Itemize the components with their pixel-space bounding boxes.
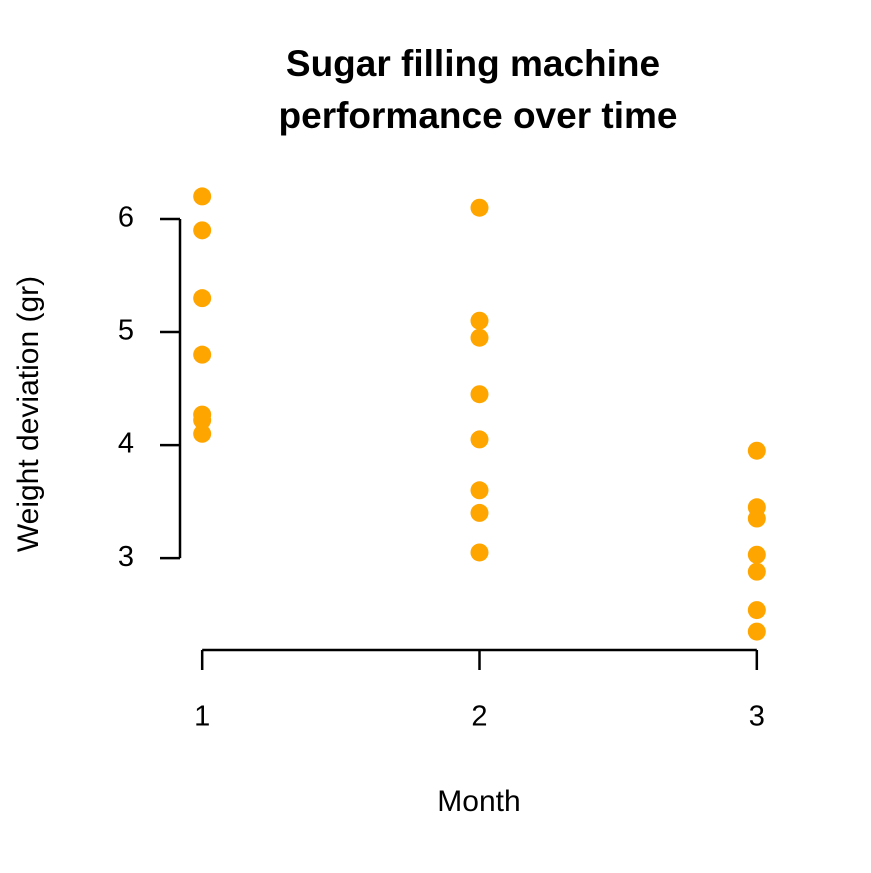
point [470, 328, 489, 347]
point [747, 509, 766, 528]
point [470, 481, 489, 500]
point [747, 601, 766, 620]
point [470, 311, 489, 330]
point [470, 198, 489, 217]
point [470, 503, 489, 522]
x-axis-label: Month [437, 785, 520, 818]
point [747, 562, 766, 581]
y-axis-label: Weight deviation (gr) [12, 276, 45, 552]
point [747, 545, 766, 564]
point [470, 430, 489, 449]
x-tick-label: 3 [749, 701, 765, 733]
y-tick-label: 6 [118, 202, 134, 234]
point [193, 289, 212, 308]
x-tick-label: 1 [194, 701, 210, 733]
x-tick-label: 2 [471, 701, 487, 733]
y-tick-label: 4 [118, 428, 134, 460]
point [193, 187, 212, 206]
point [747, 441, 766, 460]
chart-title: performance over time [279, 95, 678, 136]
y-tick-label: 3 [118, 541, 134, 573]
chart-title: Sugar filling machine [286, 43, 660, 84]
point [193, 424, 212, 443]
point [470, 385, 489, 404]
point [747, 622, 766, 641]
y-tick-label: 5 [118, 315, 134, 347]
point [193, 221, 212, 240]
point [193, 345, 212, 364]
point [470, 543, 489, 562]
point [193, 411, 212, 430]
